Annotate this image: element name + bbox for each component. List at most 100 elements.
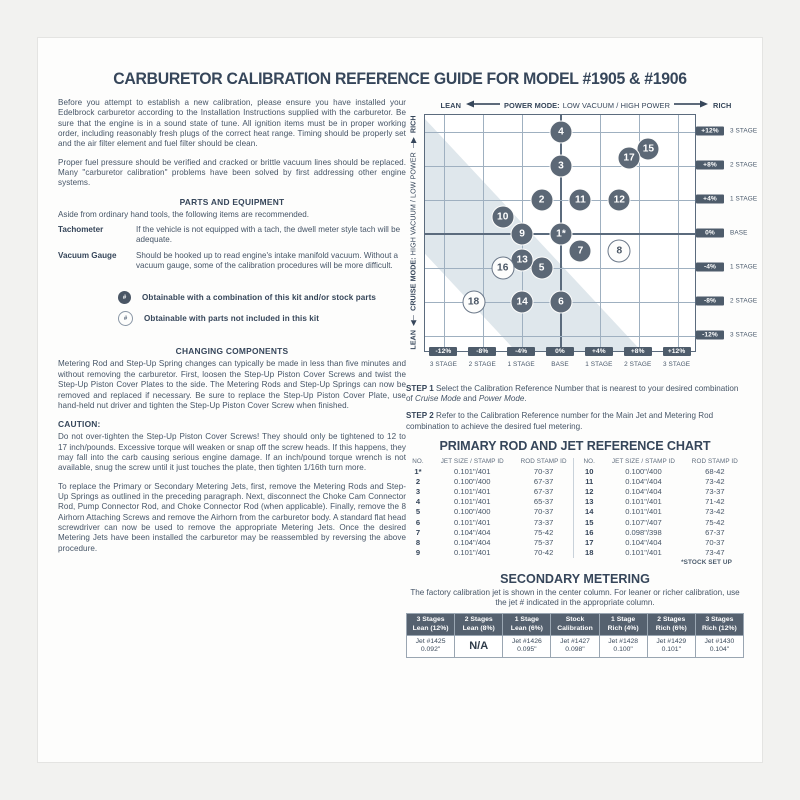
arrow-left-icon [466, 100, 501, 110]
step-2: STEP 2 Refer to the Calibration Referenc… [406, 411, 744, 431]
cell-no: 15 [584, 517, 594, 527]
secondary-column-header: 1 Stage Lean (6%) [502, 613, 552, 636]
caution-text: Do not over-tighten the Step-Up Piston C… [58, 432, 406, 473]
secondary-column-header: Stock Calibration [550, 613, 600, 636]
secondary-metering-intro: The factory calibration jet is shown in … [410, 587, 740, 607]
x-tick-percent: +12% [662, 347, 691, 356]
header-line-1: 2 Stages [657, 616, 686, 624]
equipment-name: Tachometer [58, 225, 104, 235]
cell-rod: 68-42 [705, 466, 725, 476]
column-divider [572, 466, 578, 477]
cell-no: 5 [415, 507, 421, 517]
x-tick: 0% BASE [546, 340, 574, 368]
calibration-marker-4[interactable]: 4 [549, 120, 573, 144]
y-tick: -4% 1 STAGE [696, 262, 757, 273]
intro-paragraph-2: Proper fuel pressure should be verified … [58, 157, 406, 188]
legend-item: # Obtainable with parts not included in … [118, 311, 406, 327]
column-divider [572, 527, 578, 538]
calibration-marker-9[interactable]: 9 [510, 222, 534, 246]
calibration-marker-7[interactable]: 7 [568, 239, 592, 263]
col-jet-right: JET SIZE / STAMP ID [611, 458, 676, 466]
step-1-text-c: . [524, 394, 527, 404]
jet-size: 0.092" [420, 646, 441, 654]
cell-no: 9 [415, 548, 421, 558]
x-tick-percent: 0% [546, 347, 574, 356]
gridline-horizontal [425, 268, 695, 269]
cell-rod: 73-42 [705, 507, 725, 517]
x-tick: +8% 2 STAGE [623, 340, 652, 368]
y-tick-percent: +8% [696, 160, 724, 170]
calibration-marker-10[interactable]: 10 [491, 205, 515, 229]
replace-jets-text: To replace the Primary or Secondary Mete… [58, 481, 406, 553]
jet-number: Jet #1425 [415, 637, 446, 645]
cell-jet: 0.104"/404 [454, 527, 491, 537]
calibration-marker-11[interactable]: 11 [568, 188, 592, 212]
cell-jet: 0.101"/401 [625, 507, 662, 517]
cell-jet: 0.104"/404 [625, 537, 662, 547]
table-row: 1* 0.101"/401 70-37 10 0.100"/400 68-42 [406, 466, 744, 477]
cell-jet: 0.098"/398 [625, 527, 662, 537]
y-tick-stage: 1 STAGE [730, 263, 758, 271]
cell-rod: 73-42 [705, 476, 725, 486]
y-tick-percent: -8% [696, 296, 724, 306]
equipment-description: Should be hooked up to read engine's int… [136, 250, 399, 271]
calibration-marker-3[interactable]: 3 [549, 154, 573, 178]
step-1-text-b: and [460, 394, 479, 404]
cruise-mode-axis-label: LEAN ◀─ CRUISE MODE: HIGH VACUUM / LOW P… [406, 112, 420, 352]
arrow-right-icon [674, 100, 709, 110]
y-tick-percent: -4% [696, 262, 724, 272]
parts-and-equipment-heading: PARTS AND EQUIPMENT [179, 196, 285, 207]
cell-no: 16 [584, 527, 594, 537]
calibration-marker-17[interactable]: 17 [617, 146, 641, 169]
calibration-marker-16[interactable]: 16 [491, 256, 515, 280]
col-no-left: NO. [412, 458, 424, 466]
calibration-marker-12[interactable]: 12 [607, 188, 631, 212]
secondary-value-cell: N/A [454, 634, 504, 658]
x-tick-percent: -12% [429, 347, 458, 356]
x-tick-percent: -4% [507, 347, 536, 356]
power-mode-detail: LOW VACUUM / HIGH POWER [562, 100, 671, 110]
col-rod-right: ROD STAMP ID [691, 458, 738, 466]
header-line-2: Rich (4%) [607, 624, 639, 632]
header-line-2: Lean (8%) [462, 624, 495, 632]
column-divider [572, 457, 578, 466]
cell-jet: 0.107"/407 [625, 517, 662, 527]
legend-item: # Obtainable with a combination of this … [118, 291, 406, 305]
calibration-marker-1[interactable]: 1* [549, 222, 573, 246]
cell-jet: 0.104"/404 [625, 486, 662, 496]
calibration-marker-18[interactable]: 18 [462, 290, 486, 314]
cell-rod: 70-42 [533, 548, 554, 558]
cell-rod: 67-37 [705, 527, 725, 537]
secondary-metering-heading: SECONDARY METERING [500, 571, 650, 586]
cruise-axis-lean-label: LEAN [409, 329, 418, 350]
secondary-value-cell: Jet #1430 0.104" [694, 634, 745, 658]
cruise-mode-text: CRUISE MODE: [409, 256, 418, 311]
header-line-1: 1 Stage [514, 616, 539, 624]
x-tick-percent: +4% [584, 347, 613, 356]
calibration-marker-2[interactable]: 2 [530, 188, 554, 212]
col-jet-left: JET SIZE / STAMP ID [440, 458, 504, 466]
header-line-1: 2 Stages [464, 616, 493, 624]
calibration-marker-8[interactable]: 8 [607, 239, 631, 263]
x-axis-tick-labels: -12% 3 STAGE -8% 2 STAGE -4% 1 STAGE 0% BASE +4%… [424, 340, 696, 374]
table-row: 4 0.101"/401 65-37 13 0.101"/401 71-42 [406, 496, 744, 507]
chart-plot-area: 1* 2 3 4 5 6 7 8 9 10 11 12 13 14 15 16 17 18 [424, 114, 696, 352]
secondary-column-header: 1 Stage Rich (4%) [598, 613, 648, 636]
cell-jet: 0.100"/400 [625, 466, 662, 476]
document-page: CARBURETOR CALIBRATION REFERENCE GUIDE F… [38, 38, 762, 762]
equipment-row: Vacuum Gauge Should be hooked up to read… [58, 251, 406, 272]
jet-size: 0.104" [709, 646, 730, 654]
power-axis-lean-label: LEAN [440, 100, 462, 110]
column-divider [572, 516, 578, 528]
calibration-marker-14[interactable]: 14 [510, 290, 534, 314]
calibration-marker-6[interactable]: 6 [549, 290, 573, 314]
changing-components-heading: CHANGING COMPONENTS [175, 346, 289, 357]
cell-jet: 0.101"/401 [454, 497, 491, 507]
cell-rod: 75-42 [705, 517, 725, 527]
secondary-column-header: 3 Stages Lean (12%) [405, 613, 456, 636]
gridline-horizontal [425, 336, 695, 337]
cell-rod: 67-37 [533, 486, 554, 496]
step-1-text-a: Select the Calibration Reference Number … [406, 384, 739, 404]
y-tick-percent: +12% [696, 126, 724, 136]
calibration-marker-5[interactable]: 5 [530, 256, 554, 280]
